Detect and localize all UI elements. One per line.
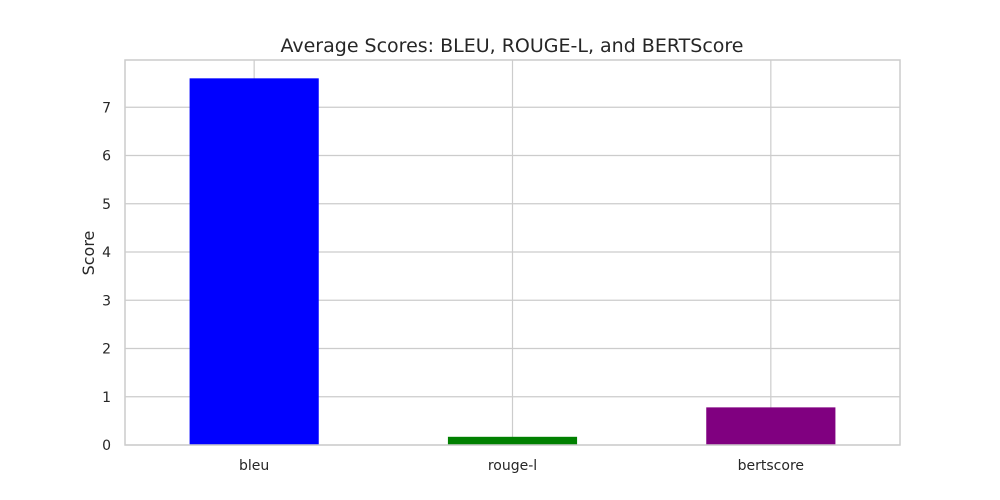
y-tick-label: 0 — [102, 438, 111, 454]
bar-bertscore — [706, 407, 836, 445]
x-tick-label: bertscore — [738, 458, 804, 474]
bar-bleu — [189, 78, 319, 445]
y-axis-label: Score — [79, 231, 98, 276]
y-tick-label: 7 — [102, 100, 111, 116]
y-tick-label: 2 — [102, 342, 111, 358]
x-tick-label: rouge-l — [488, 458, 537, 474]
y-tick-label: 6 — [102, 149, 111, 165]
y-tick-labels: 0 1 2 3 4 5 6 7 — [102, 100, 111, 454]
x-tick-label: bleu — [239, 458, 269, 474]
y-tick-label: 3 — [102, 293, 111, 309]
bar-layer — [189, 78, 836, 445]
y-tick-label: 4 — [102, 245, 111, 261]
bar-rouge-l — [447, 436, 578, 445]
axes-frame — [124, 59, 901, 446]
x-tick-labels: bleu rouge-l bertscore — [239, 458, 804, 474]
chart-title: Average Scores: BLEU, ROUGE-L, and BERTS… — [280, 35, 743, 57]
y-tick-label: 1 — [102, 390, 111, 406]
y-tick-label: 5 — [102, 197, 111, 213]
